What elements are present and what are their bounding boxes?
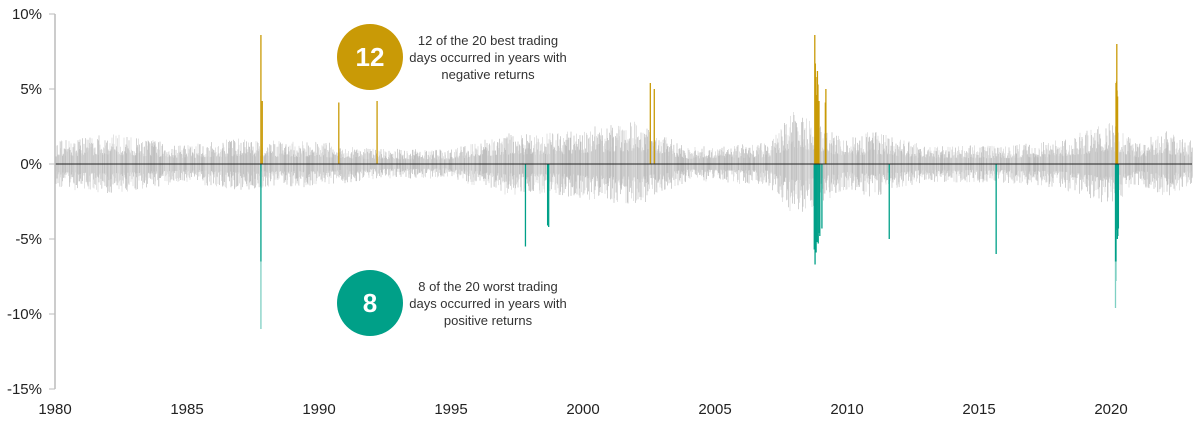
best-days-annotation: 12 12 of the 20 best trading days occurr…: [337, 24, 567, 90]
y-tick-label: 10%: [12, 6, 42, 23]
best-days-note-line3: negative returns: [441, 67, 535, 82]
x-tick-label: 1995: [434, 401, 467, 416]
daily-returns-series: [55, 111, 1193, 212]
x-tick-label: 2000: [566, 401, 599, 416]
x-tick-label: 1990: [302, 401, 335, 416]
worst-days-note-line1: 8 of the 20 worst trading: [418, 279, 557, 294]
y-tick-label: 5%: [20, 81, 42, 98]
y-tick-label: -5%: [15, 231, 42, 248]
worst-days-badge: [337, 270, 403, 336]
best-days-note-line1: 12 of the 20 best trading: [418, 33, 558, 48]
x-tick-label: 2020: [1094, 401, 1127, 416]
x-tick-label: 2015: [962, 401, 995, 416]
x-tick-label: 1980: [38, 401, 71, 416]
worst-days-annotation: 8 8 of the 20 worst trading days occurre…: [337, 270, 567, 336]
x-axis-ticks: 1980 1985 1990 1995 2000 2005 2010 2015 2020: [38, 401, 1127, 418]
extreme-days-series: [260, 35, 1120, 329]
x-tick-label: 1985: [170, 401, 203, 416]
y-tick-label: 0%: [20, 156, 42, 173]
best-days-count: 12: [356, 42, 385, 72]
best-days-note-line2: days occurred in years with: [409, 50, 567, 65]
worst-days-note-line2: days occurred in years with: [409, 296, 567, 311]
y-axis-ticks: 10% 5% 0% -5% -10% -15%: [7, 6, 55, 398]
y-tick-label: -15%: [7, 381, 42, 398]
y-tick-label: -10%: [7, 306, 42, 323]
worst-days-note-line3: positive returns: [444, 313, 533, 328]
x-tick-label: 2005: [698, 401, 731, 416]
best-days-badge: [337, 24, 403, 90]
x-tick-label: 2010: [830, 401, 863, 416]
worst-days-count: 8: [363, 288, 377, 318]
